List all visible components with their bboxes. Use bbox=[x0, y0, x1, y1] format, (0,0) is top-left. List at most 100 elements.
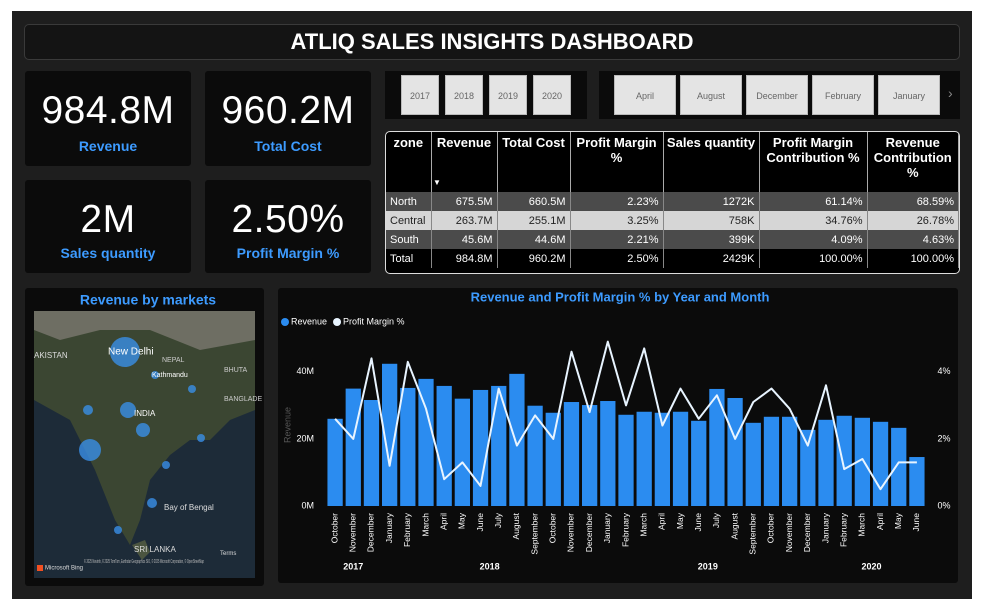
line bbox=[334, 340, 917, 491]
table-cell: 3.25% bbox=[570, 211, 664, 230]
x-tick-label: May bbox=[457, 512, 467, 529]
x-tick-label: November bbox=[566, 513, 576, 552]
x-tick-label: February bbox=[838, 512, 848, 547]
kpi-label: Total Cost bbox=[254, 138, 322, 154]
x-tick-label: October bbox=[548, 513, 558, 543]
column-header[interactable]: Profit Margin % bbox=[570, 132, 664, 192]
x-tick-label: June bbox=[693, 513, 703, 532]
bar bbox=[836, 415, 852, 506]
table-cell: 660.5M bbox=[497, 192, 571, 211]
map-label: Bay of Bengal bbox=[164, 503, 214, 512]
bar bbox=[872, 421, 889, 506]
year-label: 2020 bbox=[861, 561, 881, 571]
month-button[interactable]: January bbox=[878, 75, 940, 115]
x-tick-label: December bbox=[366, 513, 376, 552]
table-cell: 100.00% bbox=[759, 249, 868, 268]
x-tick-label: March bbox=[638, 513, 648, 537]
market-bubble bbox=[79, 439, 101, 461]
column-header[interactable]: Revenue Contribution % bbox=[867, 132, 959, 192]
column-header[interactable]: Profit Margin Contribution % bbox=[759, 132, 868, 192]
table-cell: 26.78% bbox=[867, 211, 959, 230]
y2-tick-label: 0% bbox=[937, 500, 950, 510]
year-button[interactable]: 2020 bbox=[533, 75, 571, 115]
market-bubble bbox=[162, 461, 170, 469]
kpi-value: 2M bbox=[80, 198, 136, 241]
dashboard-title: ATLIQ SALES INSIGHTS DASHBOARD bbox=[24, 24, 960, 60]
bar bbox=[691, 420, 707, 506]
map-label: AKISTAN bbox=[34, 351, 68, 360]
market-bubble bbox=[151, 371, 159, 379]
x-tick-label: December bbox=[584, 513, 594, 552]
bar bbox=[818, 419, 834, 506]
bar bbox=[582, 405, 598, 506]
map-island bbox=[132, 540, 150, 560]
map-label: SRI LANKA bbox=[134, 545, 176, 554]
month-button[interactable]: December bbox=[746, 75, 808, 115]
year-label: 2017 bbox=[343, 561, 363, 571]
scroll-arrow[interactable]: › bbox=[948, 85, 953, 101]
table-cell: 34.76% bbox=[759, 211, 868, 230]
year-button[interactable]: 2019 bbox=[489, 75, 527, 115]
column-header[interactable]: Sales quantity bbox=[663, 132, 760, 192]
legend-marker bbox=[281, 318, 289, 326]
month-button[interactable]: February bbox=[812, 75, 874, 115]
bar bbox=[363, 400, 380, 506]
kpi-label: Sales quantity bbox=[60, 245, 156, 261]
bar bbox=[327, 418, 343, 506]
x-tick-label: August bbox=[511, 512, 521, 539]
table-cell: Total bbox=[386, 249, 432, 268]
bar bbox=[400, 387, 416, 506]
bar bbox=[727, 397, 743, 506]
kpi-card: 984.8M Revenue bbox=[25, 71, 191, 166]
combo-chart: Revenue and Profit Margin % by Year and … bbox=[281, 289, 951, 571]
map: AKISTAN New Delhi NEPAL Kathmandu BHUTA INDIA… bbox=[34, 311, 262, 578]
x-tick-label: February bbox=[402, 512, 412, 547]
bar bbox=[618, 414, 634, 506]
x-tick-label: February bbox=[620, 512, 630, 547]
year-button[interactable]: 2017 bbox=[401, 75, 439, 115]
month-button[interactable]: April bbox=[614, 75, 676, 115]
x-tick-label: May bbox=[675, 512, 685, 529]
sort-indicator[interactable]: ▼ bbox=[433, 178, 441, 187]
x-tick-label: January bbox=[820, 512, 830, 543]
table-cell: 2.23% bbox=[570, 192, 664, 211]
map-label: New Delhi bbox=[108, 347, 154, 358]
x-tick-label: August bbox=[729, 512, 739, 539]
bar bbox=[418, 378, 434, 506]
column-header[interactable]: Total Cost bbox=[497, 132, 571, 192]
x-tick-label: May bbox=[893, 512, 903, 529]
y-axis-title: Revenue bbox=[282, 407, 292, 443]
map-brand: Microsoft Bing bbox=[45, 566, 83, 572]
x-tick-label: April bbox=[875, 513, 885, 530]
map-mountains bbox=[34, 311, 255, 350]
table-cell: South bbox=[386, 230, 432, 249]
x-tick-label: April bbox=[657, 513, 667, 530]
x-tick-label: June bbox=[475, 513, 485, 532]
map-label: NEPAL bbox=[162, 357, 185, 364]
bar bbox=[709, 388, 725, 506]
market-bubble bbox=[83, 405, 93, 415]
table-cell: 44.6M bbox=[497, 230, 571, 249]
bar bbox=[509, 373, 525, 506]
bar bbox=[345, 388, 361, 506]
y-tick-label: 0M bbox=[301, 500, 314, 510]
column-header[interactable]: Revenue bbox=[431, 132, 498, 192]
map-title: Revenue by markets bbox=[80, 292, 216, 308]
bar bbox=[454, 398, 470, 506]
year-label: 2018 bbox=[480, 561, 500, 571]
bar bbox=[472, 389, 489, 506]
month-button[interactable]: August bbox=[680, 75, 742, 115]
kpi-card: 2M Sales quantity bbox=[25, 180, 191, 273]
table-cell: 45.6M bbox=[431, 230, 498, 249]
x-tick-label: October bbox=[766, 513, 776, 543]
market-bubble bbox=[136, 423, 150, 437]
table-cell: 61.14% bbox=[759, 192, 868, 211]
year-button[interactable]: 2018 bbox=[445, 75, 483, 115]
kpi-value: 960.2M bbox=[221, 89, 355, 132]
column-header[interactable]: zone bbox=[386, 132, 432, 192]
bar bbox=[745, 422, 761, 506]
market-bubble bbox=[197, 434, 205, 442]
legend-label: Profit Margin % bbox=[343, 316, 405, 326]
